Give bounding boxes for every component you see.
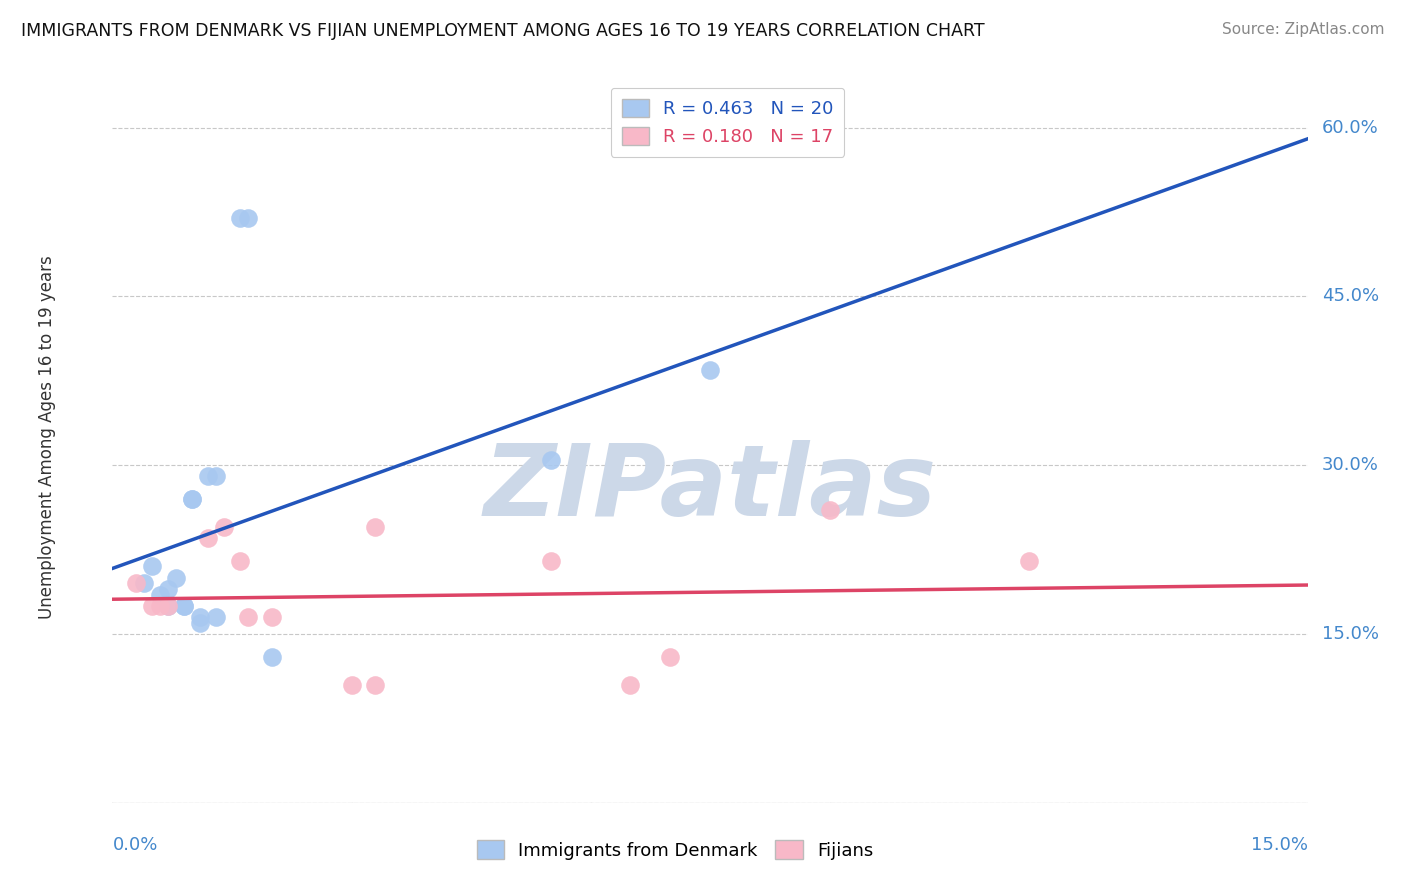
Point [619,678,641,692]
Point [157,582,180,596]
Point [125,576,148,591]
Text: 45.0%: 45.0% [1322,287,1379,305]
Point [260,649,283,664]
Text: 30.0%: 30.0% [1322,456,1379,475]
Point [205,469,228,483]
Point [197,469,219,483]
Legend: Immigrants from Denmark, Fijians: Immigrants from Denmark, Fijians [470,833,880,867]
Point [364,520,387,534]
Point [188,610,211,624]
Text: Unemployment Among Ages 16 to 19 years: Unemployment Among Ages 16 to 19 years [38,255,56,619]
Point [212,520,235,534]
Point [540,554,562,568]
Legend: R = 0.463   N = 20, R = 0.180   N = 17: R = 0.463 N = 20, R = 0.180 N = 17 [610,87,845,157]
Point [173,599,195,613]
Point [540,452,562,467]
Point [818,503,841,517]
Text: 0.0%: 0.0% [112,836,157,854]
Text: ZIPatlas: ZIPatlas [484,440,936,537]
Point [157,599,180,613]
Point [149,588,172,602]
Point [134,576,156,591]
Point [229,554,252,568]
Point [197,532,219,546]
Point [1018,554,1040,568]
Text: 60.0%: 60.0% [1322,119,1379,136]
Point [236,610,259,624]
Point [340,678,363,692]
Point [364,678,387,692]
Point [173,599,195,613]
Point [229,211,252,225]
Point [165,571,187,585]
Text: IMMIGRANTS FROM DENMARK VS FIJIAN UNEMPLOYMENT AMONG AGES 16 TO 19 YEARS CORRELA: IMMIGRANTS FROM DENMARK VS FIJIAN UNEMPL… [21,22,984,40]
Text: 15.0%: 15.0% [1250,836,1308,854]
Point [188,615,211,630]
Point [141,559,163,574]
Point [157,599,180,613]
Text: 15.0%: 15.0% [1322,625,1379,643]
Point [181,491,204,506]
Point [141,599,163,613]
Point [659,649,682,664]
Point [181,491,204,506]
Point [699,362,721,376]
Point [205,610,228,624]
Point [236,211,259,225]
Point [149,599,172,613]
Point [260,610,283,624]
Text: Source: ZipAtlas.com: Source: ZipAtlas.com [1222,22,1385,37]
